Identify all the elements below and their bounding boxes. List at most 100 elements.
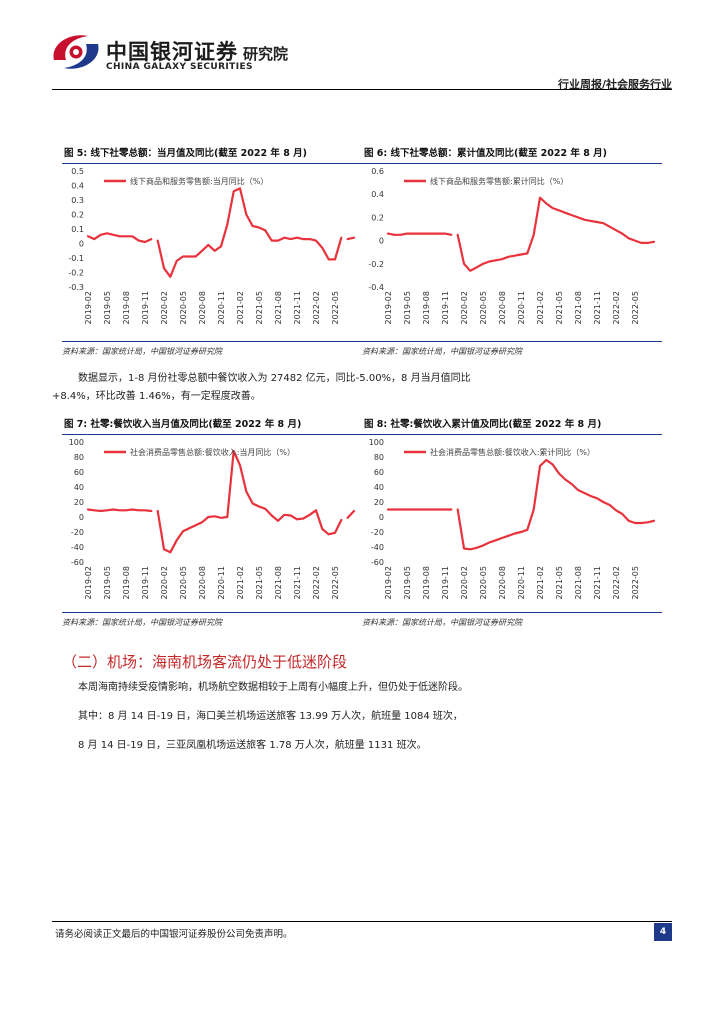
y-tick-label: -0.4 [368, 283, 384, 292]
data-point [195, 255, 197, 258]
y-tick-label: 0.3 [71, 196, 84, 205]
data-point [182, 255, 184, 258]
x-tick-label: 2019-08 [422, 566, 431, 599]
data-point [138, 509, 140, 511]
data-point [533, 234, 535, 236]
y-tick-label: 0.2 [71, 211, 84, 220]
y-tick-label: 60 [374, 468, 384, 477]
y-tick-label: -0.1 [68, 254, 84, 263]
brand-name-en: CHINA GALAXY SECURITIES [106, 62, 253, 72]
galaxy-logo-icon [53, 35, 99, 69]
data-point [539, 197, 541, 199]
y-tick-label: -40 [71, 543, 84, 552]
x-tick-label: 2019-02 [384, 566, 393, 599]
y-tick-label: -0.3 [68, 283, 84, 292]
data-point [131, 508, 133, 511]
y-tick-label: 100 [369, 438, 384, 447]
data-point [602, 222, 604, 224]
body-paragraph-4: 8 月 14 日-19 日，三亚凤凰机场运送旅客 1.78 万人次，航班量 11… [78, 740, 427, 751]
x-tick-label: 2020-11 [517, 291, 526, 324]
data-point [425, 233, 427, 235]
data-point [514, 255, 516, 257]
data-point [87, 508, 89, 511]
x-tick-label: 2021-08 [274, 566, 283, 599]
y-tick-label: 0.4 [71, 182, 84, 191]
x-tick-label: 2021-05 [255, 291, 264, 324]
data-point [131, 235, 133, 237]
data-point [277, 520, 279, 522]
data-point [444, 508, 446, 511]
x-tick-label: 2020-08 [198, 291, 207, 324]
x-tick-label: 2022-05 [331, 566, 340, 599]
y-tick-label: 80 [374, 453, 384, 462]
data-point [640, 522, 642, 524]
data-point [328, 533, 330, 535]
x-tick-label: 2019-05 [403, 566, 412, 599]
data-point [315, 240, 317, 242]
data-point [220, 245, 222, 247]
y-tick-label: 0.5 [71, 167, 84, 176]
data-point [144, 509, 146, 511]
footer-divider [52, 921, 672, 922]
figure-6-title: 图 6: 线下社零总额：累计值及同比(截至 2022 年 8 月) [362, 147, 662, 164]
data-point [476, 547, 478, 549]
y-tick-label: 0 [79, 240, 84, 249]
x-tick-label: 2022-05 [331, 291, 340, 324]
data-point [482, 544, 484, 547]
data-point [245, 490, 247, 493]
y-tick-label: 0.4 [371, 190, 384, 199]
data-point [425, 508, 427, 511]
data-point [214, 250, 216, 252]
brand-name-cn: 中国银河证券 [106, 40, 238, 64]
x-tick-label: 2021-08 [574, 566, 583, 599]
data-point [412, 233, 414, 235]
data-point [207, 516, 209, 518]
x-tick-label: 2021-11 [293, 566, 302, 599]
figure-8-source: 资料来源：国家统计局，中国银河证券研究院 [362, 612, 662, 628]
data-point [577, 489, 579, 491]
data-point [195, 524, 197, 526]
figure-5-title: 图 5: 线下社零总额：当月值及同比(截至 2022 年 8 月) [62, 147, 362, 164]
data-point [653, 241, 655, 243]
y-tick-label: 60 [74, 468, 84, 477]
legend-label: 线下商品和服务零售额:累计同比（%） [430, 176, 568, 186]
data-point [419, 508, 421, 511]
y-tick-label: -20 [371, 528, 384, 537]
x-tick-label: 2020-08 [498, 291, 507, 324]
body-paragraph-1b: +8.4%，环比改善 1.46%，有一定程度改善。 [52, 391, 261, 402]
x-tick-label: 2021-08 [274, 291, 283, 324]
data-point [309, 238, 311, 240]
data-point [564, 212, 566, 214]
x-tick-label: 2019-05 [103, 291, 112, 324]
x-tick-label: 2020-08 [498, 566, 507, 599]
data-point [564, 478, 566, 481]
data-point [321, 247, 323, 249]
figure-6: 图 6: 线下社零总额：累计值及同比(截至 2022 年 8 月) 0.6 0.4… [362, 147, 662, 357]
data-point [188, 255, 190, 258]
body-paragraph-1a: 数据显示，1-8 月份社零总额中餐饮收入为 27482 亿元，同比-5.00%，… [78, 373, 471, 384]
data-point [393, 508, 395, 511]
data-point [615, 509, 617, 511]
data-point [245, 213, 247, 216]
y-tick-label: -20 [71, 528, 84, 537]
data-point [431, 233, 433, 235]
x-tick-label: 2020-05 [479, 291, 488, 324]
data-point [444, 233, 446, 235]
y-tick-label: -0.2 [368, 260, 384, 269]
data-point [571, 214, 573, 216]
data-point [157, 510, 159, 512]
header-divider [52, 89, 672, 90]
x-tick-label: 2019-11 [441, 291, 450, 324]
data-point [526, 252, 528, 254]
data-point [340, 237, 342, 239]
data-point [476, 266, 478, 268]
x-tick-label: 2019-02 [84, 566, 93, 599]
x-tick-label: 2019-11 [141, 566, 150, 599]
x-tick-label: 2020-08 [198, 566, 207, 599]
data-point [463, 547, 465, 550]
figure-7-source: 资料来源：国家统计局，中国银河证券研究院 [62, 612, 362, 628]
y-tick-label: -40 [371, 543, 384, 552]
data-point [457, 508, 459, 511]
